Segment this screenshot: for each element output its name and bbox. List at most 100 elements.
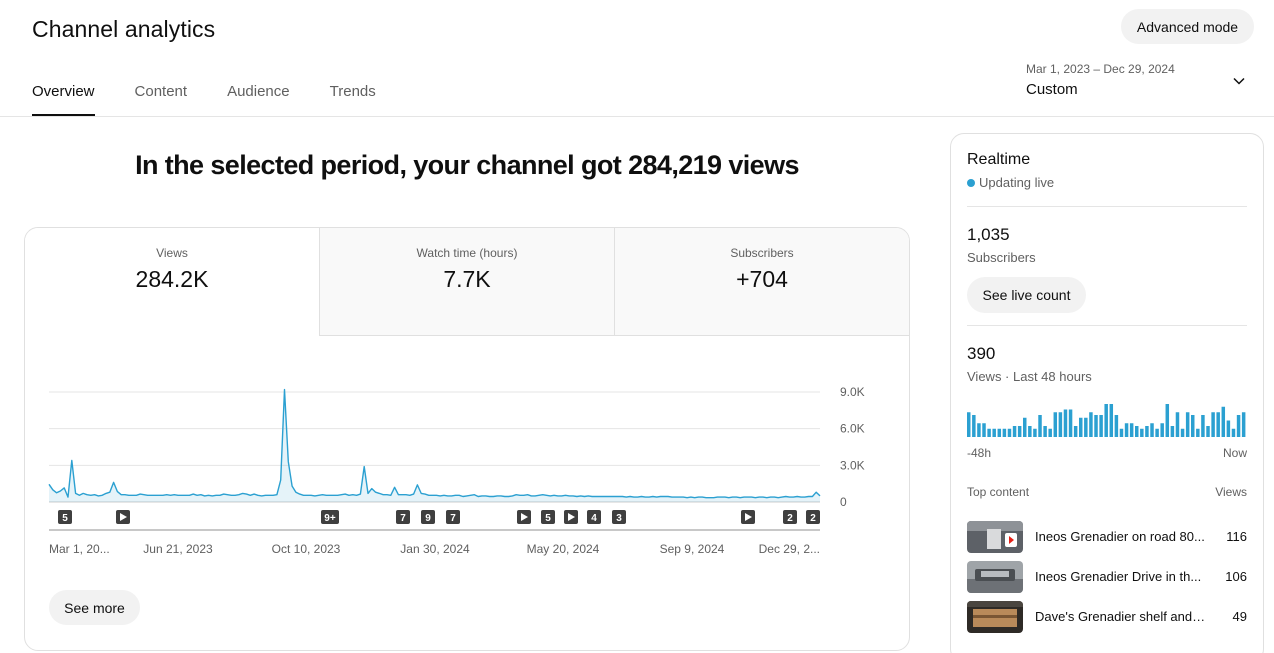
realtime-bar: [1094, 415, 1098, 437]
realtime-bar: [1119, 428, 1124, 437]
realtime-bar: [1216, 412, 1220, 437]
realtime-bar: [1012, 426, 1017, 437]
top-content-views: 49: [1232, 609, 1247, 624]
realtime-bar: [1175, 412, 1180, 437]
x-tick-label: May 20, 2024: [527, 542, 600, 556]
realtime-bar: [1089, 412, 1093, 437]
x-tick-label: Jan 30, 2024: [400, 542, 470, 556]
realtime-bar: [1002, 428, 1007, 437]
realtime-subscribers-label: Subscribers: [967, 250, 1036, 265]
tab-trends[interactable]: Trends: [329, 83, 376, 100]
metric-label: Views: [156, 246, 188, 260]
realtime-bar: [1099, 415, 1103, 437]
marker-count: 3: [616, 513, 622, 524]
realtime-views-bar-chart[interactable]: [967, 404, 1247, 437]
divider: [967, 325, 1247, 326]
top-content-row[interactable]: Dave's Grenadier shelf and d... 49: [967, 600, 1247, 633]
video-count-marker: [587, 510, 601, 524]
realtime-bar: [1048, 428, 1052, 437]
tab-overview[interactable]: Overview: [32, 66, 95, 116]
video-count-marker: [396, 510, 410, 524]
metric-views[interactable]: Views 284.2K: [25, 228, 319, 336]
play-icon: [745, 513, 752, 521]
realtime-status: Updating live: [967, 175, 1054, 190]
realtime-bar: [982, 423, 986, 437]
advanced-mode-button[interactable]: Advanced mode: [1121, 9, 1254, 44]
top-content-views: 106: [1225, 569, 1247, 584]
realtime-bar: [987, 428, 991, 437]
y-tick-label: 0: [840, 495, 847, 509]
realtime-bar: [1058, 412, 1063, 437]
page-title: Channel analytics: [32, 16, 216, 42]
live-dot-icon: [967, 178, 975, 187]
realtime-bar: [1033, 428, 1037, 437]
metric-value: 284.2K: [135, 266, 209, 292]
y-tick-label: 6.0K: [840, 422, 865, 436]
realtime-bar: [1185, 412, 1190, 437]
video-count-marker: [421, 510, 435, 524]
realtime-bar: [1236, 415, 1241, 437]
video-thumbnail: [967, 560, 1023, 593]
play-icon: [568, 513, 575, 521]
see-more-button[interactable]: See more: [49, 590, 140, 625]
metric-value: +704: [736, 266, 788, 292]
overview-card: Views 284.2K Watch time (hours) 7.7K Sub…: [24, 227, 910, 651]
date-preset-label: Custom: [1026, 81, 1078, 98]
marker-count: 4: [591, 513, 597, 524]
realtime-views-value: 390: [967, 344, 996, 363]
realtime-bar: [1180, 428, 1185, 437]
realtime-bar: [972, 415, 976, 437]
realtime-bar: [1084, 417, 1088, 437]
realtime-bar: [1028, 426, 1032, 437]
x-tick-label: Oct 10, 2023: [272, 542, 341, 556]
realtime-bar: [1206, 426, 1210, 437]
mini-axis-start: -48h: [967, 446, 992, 460]
realtime-bar: [1170, 426, 1175, 437]
realtime-bar: [1231, 428, 1236, 437]
metric-label: Subscribers: [730, 246, 794, 260]
tab-content[interactable]: Content: [134, 83, 188, 100]
realtime-bar: [1043, 426, 1047, 437]
realtime-bar: [977, 423, 981, 437]
video-thumbnail: [967, 520, 1023, 553]
realtime-subscribers-value: 1,035: [967, 225, 1010, 244]
video-count-marker: [806, 510, 820, 524]
realtime-bar: [967, 412, 971, 437]
video-count-marker: [541, 510, 555, 524]
top-content-title: Ineos Grenadier Drive in th...: [1035, 569, 1202, 584]
realtime-bar: [1073, 426, 1078, 437]
realtime-bar: [1160, 423, 1164, 437]
realtime-title: Realtime: [967, 151, 1031, 168]
views-chart[interactable]: 9.0K 6.0K 3.0K 0 5 9+ 7 9 7 5 4 3 2 2 Mar 1, 20... Jun …: [25, 368, 909, 568]
top-content-row[interactable]: Ineos Grenadier Drive in th... 106: [967, 560, 1247, 593]
marker-count: 5: [62, 513, 68, 524]
x-tick-label: Dec 29, 2...: [759, 542, 820, 556]
realtime-status-text: Updating live: [979, 175, 1055, 190]
video-count-marker: [321, 510, 339, 524]
realtime-bar: [1155, 428, 1159, 437]
realtime-bar: [1150, 423, 1154, 437]
tabs-divider: [0, 116, 1274, 117]
realtime-bar: [1063, 409, 1068, 437]
y-tick-label: 9.0K: [840, 385, 865, 399]
metric-subscribers[interactable]: Subscribers +704: [614, 228, 909, 336]
date-range-picker[interactable]: Mar 1, 2023 – Dec 29, 2024 Custom: [1026, 60, 1252, 104]
realtime-bar: [1109, 404, 1114, 437]
video-count-marker: [446, 510, 460, 524]
metric-watch-time[interactable]: Watch time (hours) 7.7K: [319, 228, 614, 336]
realtime-bar: [997, 428, 1002, 437]
video-count-marker: [612, 510, 626, 524]
marker-count: 7: [450, 513, 456, 524]
realtime-bar: [1129, 423, 1134, 437]
see-live-count-button[interactable]: See live count: [967, 277, 1086, 313]
divider: [967, 206, 1247, 207]
tab-audience[interactable]: Audience: [227, 83, 290, 100]
top-content-row[interactable]: Ineos Grenadier on road 80... 116: [967, 520, 1247, 553]
realtime-bar: [1191, 415, 1195, 437]
realtime-bar: [1221, 406, 1226, 437]
realtime-bar: [1196, 428, 1200, 437]
metric-tabs: Views 284.2K Watch time (hours) 7.7K Sub…: [25, 228, 909, 336]
x-tick-label: Jun 21, 2023: [143, 542, 213, 556]
realtime-card: Realtime Updating live 1,035 Subscribers…: [950, 133, 1264, 653]
marker-count: 9: [425, 513, 431, 524]
